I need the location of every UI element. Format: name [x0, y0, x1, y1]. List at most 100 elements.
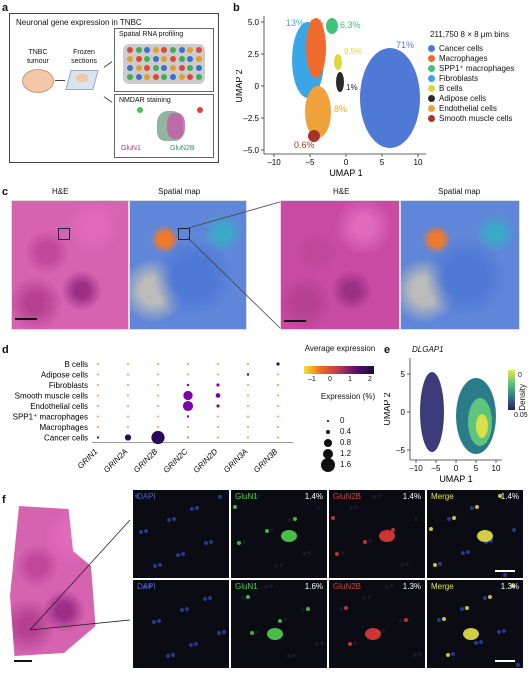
row-label: Adipose cells	[41, 371, 88, 380]
dot	[277, 405, 279, 407]
row-label: B cells	[64, 360, 88, 369]
density-label: Density	[518, 384, 527, 411]
legend-swatch	[428, 65, 435, 73]
size-legend-label: 0	[340, 416, 345, 425]
signal-speck	[316, 506, 320, 510]
size-legend-dot	[327, 420, 329, 422]
signal-speck	[451, 652, 455, 656]
signal-speck	[171, 653, 175, 657]
signal-speck	[367, 595, 371, 599]
spot-icon	[195, 74, 202, 80]
dot	[97, 426, 99, 428]
spot-icon	[170, 47, 176, 53]
dot	[276, 362, 280, 366]
legend-entry: Fibroblasts	[428, 74, 514, 84]
row-label: SPP1⁺ macrophages	[13, 413, 88, 422]
signal-speck	[447, 517, 451, 521]
cluster-macrophages	[306, 18, 326, 78]
legend-entry: B cells	[428, 84, 514, 94]
spot-icon	[195, 65, 202, 71]
dot	[157, 405, 159, 407]
signal-speck	[265, 529, 269, 533]
spot-icon	[135, 74, 142, 80]
signal-speck	[135, 494, 139, 498]
legend-entry: Adipose cells	[428, 94, 514, 104]
fluorescence-tile-merge: Merge 1.4%	[427, 490, 523, 578]
x-tick-label: 0	[454, 464, 459, 473]
x-tick-label: 10	[414, 158, 423, 167]
signal-speck	[446, 653, 450, 657]
scale-bar	[14, 660, 32, 662]
dot	[157, 363, 159, 365]
signal-speck	[278, 619, 282, 623]
signal-speck	[377, 494, 381, 498]
legend-swatch	[428, 115, 435, 123]
signal-speck	[166, 654, 170, 658]
gene-title: DLGAP1	[412, 345, 444, 354]
density-tick-top: 0	[518, 372, 522, 379]
signal-speck	[269, 584, 273, 588]
size-legend-label: 0.4	[340, 427, 352, 436]
glun1-label: GluN1	[121, 145, 141, 152]
dot	[216, 404, 220, 408]
fluorescence-tile-glun2b: GluN2B 1.3%	[329, 580, 425, 668]
spot-icon	[187, 56, 194, 62]
y-tick-label: –2.5	[243, 114, 259, 123]
signal-speck	[315, 642, 319, 646]
spot-icon	[144, 56, 151, 62]
spot-icon	[135, 65, 142, 71]
colorbar-tick-label: 2	[368, 376, 372, 383]
dot	[246, 373, 250, 376]
dot	[127, 415, 129, 418]
legend-entry: Smooth muscle cells	[428, 114, 514, 124]
dot	[247, 384, 249, 386]
size-legend-dot	[322, 448, 334, 460]
annotation-spp1-pct: 6.3%	[340, 20, 361, 30]
fluorescence-tile-merge: Merge 1.3%	[427, 580, 523, 668]
tumour-icon	[22, 69, 54, 93]
dot	[96, 436, 100, 439]
he-title: H&E	[52, 187, 69, 196]
signal-speck	[414, 517, 418, 521]
signal-speck	[144, 529, 148, 533]
signal-speck	[287, 654, 291, 658]
fluorescence-tile-dapi: DAPI	[133, 580, 229, 668]
scale-bar	[15, 318, 37, 320]
signal-speck	[348, 642, 352, 646]
spot-icon	[195, 56, 202, 62]
signal-speck	[405, 562, 409, 566]
cell-signal-cluster	[477, 530, 493, 542]
channel-pct: 1.6%	[304, 582, 323, 591]
signal-speck	[292, 653, 296, 657]
signal-speck	[242, 540, 246, 544]
dot	[277, 436, 279, 439]
spot-icon	[152, 47, 159, 53]
signal-speck	[250, 631, 254, 635]
signal-speck	[148, 584, 152, 588]
nmdar-box: NMDAR staining GluN1 GluN2B	[114, 94, 214, 158]
dot	[127, 426, 129, 428]
signal-speck	[438, 562, 442, 566]
channel-label: GluN1	[235, 492, 258, 501]
dot	[277, 373, 279, 376]
fluorescence-tile-glun1: GluN1 1.6%	[231, 580, 327, 668]
cluster-smooth-muscle	[308, 130, 320, 142]
dot	[217, 373, 219, 376]
channel-label: GluN2B	[333, 582, 362, 591]
density-cluster-left	[420, 372, 444, 452]
size-legend-dot	[325, 429, 331, 435]
cell-signal-cluster	[365, 628, 381, 640]
channel-label: Merge	[431, 582, 454, 591]
x-tick-label: 10	[492, 464, 501, 473]
spot-icon	[144, 65, 151, 71]
signal-speck	[461, 551, 465, 555]
annotation-bcells-pct: 0.5%	[344, 47, 362, 56]
dlgap1-xlabel: UMAP 1	[439, 474, 472, 484]
channel-label: GluN1	[235, 582, 258, 591]
cluster-b-cells	[334, 54, 342, 70]
signal-speck	[256, 494, 260, 498]
channel-pct: 1.3%	[402, 582, 421, 591]
signal-speck	[176, 553, 180, 557]
signal-speck	[433, 563, 437, 567]
cluster-adipose	[336, 72, 344, 92]
